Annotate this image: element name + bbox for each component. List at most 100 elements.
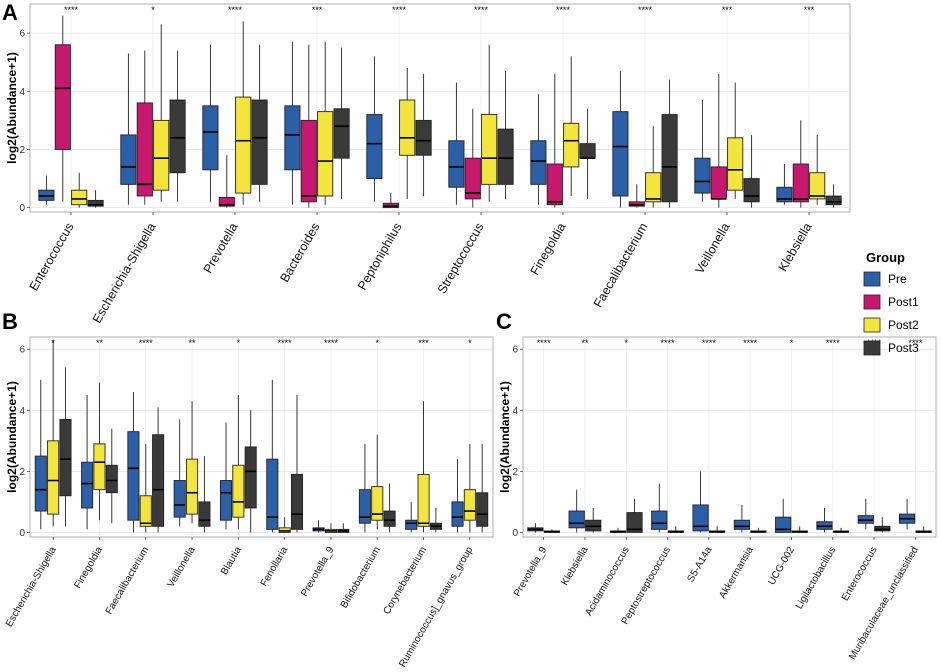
legend-label-post2: Post2 [888, 318, 919, 332]
panel-b-escherichia-shigella-post3-box [59, 418, 72, 497]
panel-a-streptococcus-post2-box [481, 114, 498, 185]
panel-a-tick-label-y-2: 2 [19, 145, 25, 156]
panel-c-prevotella-9-significance: **** [537, 338, 552, 348]
panel-a-klebsiella-post2-box [809, 172, 826, 200]
panel-a-enterococcus-category-label: Enterococcus [27, 221, 77, 294]
panel-a-bacteroides-post1-box [300, 119, 317, 203]
panel-a-enterococcus-post1-box [54, 44, 71, 150]
panel-a-enterococcus-significance: **** [64, 5, 79, 15]
panel-a-finegoldia-post3-box [579, 143, 596, 159]
panel-b-corynebacterium-post2-box [417, 473, 430, 527]
panel-b-corynebacterium-category-label: Corynebacterium [382, 545, 430, 616]
panel-c-s5-a14a-category-label: S5-A14a [685, 545, 714, 585]
panel-a-peptoniphilus-category-label: Peptoniphilus [355, 221, 405, 293]
panel-c-klebsiella-pre-box [568, 510, 585, 529]
panel-a-faecalibacterium-pre-box [612, 111, 629, 197]
panel-letter-c: C [496, 309, 512, 334]
panel-c-peptostreptococcus-significance: **** [661, 338, 676, 348]
panel-b-tick-label-y-0: 0 [19, 528, 25, 539]
panel-a-veillonella-post3-box [743, 178, 760, 203]
panel-b-veillonella-pre-box [173, 480, 186, 518]
panel-c-s5-a14a-significance: **** [702, 338, 717, 348]
panel-a-enterococcus-post2-box [71, 189, 88, 206]
panel-c-acidaminococcus-category-label: Acidaminococcus [583, 545, 631, 618]
panel-b-finegoldia-post2-box [93, 443, 106, 491]
panel-a-enterococcus-post3-box [87, 199, 104, 207]
panel-b-blautia-category-label: Blautia [219, 545, 244, 577]
panel-c-y-axis-label: log2(Abundance+1) [498, 381, 512, 493]
panel-b-chart: 0 2 4 6 log2(Abundance+1) * Escherichia-Shigel… [4, 336, 494, 669]
panel-c-prevotella-9-category-label: Prevotella_9 [512, 545, 550, 599]
panel-a-veillonella-category-label: Veillonella [692, 220, 732, 276]
panel-a-veillonella-post1-box [710, 166, 727, 200]
panel-a-finegoldia-category-label: Finegoldia [528, 220, 569, 277]
panel-c-tick-label-y-0: 0 [512, 528, 518, 539]
panel-b-ruminococcus-gnavus-group-pre-box [451, 501, 464, 527]
panel-b-faecalibacterium-post3-box [152, 434, 165, 527]
panel-c-tick-label-y-2: 2 [512, 467, 518, 478]
legend: Group Pre Post1 Post2 Post3 [863, 250, 919, 356]
legend-label-post1: Post1 [888, 295, 919, 309]
panel-a-klebsiella-post1-box [792, 163, 809, 203]
panel-a-faecalibacterium-post3-box [661, 114, 678, 203]
panel-b-veillonella-post3-box [198, 501, 211, 527]
panel-c-chart: 0246log2(Abundance+1)****Prevotella_9**K… [498, 336, 937, 662]
panel-a-peptoniphilus-post3-box [415, 119, 432, 156]
panel-a-streptococcus-post3-box [497, 128, 514, 185]
panel-c-acidaminococcus-post3-box [626, 512, 643, 533]
legend-swatch-post1 [863, 294, 881, 310]
panel-a-finegoldia-significance: **** [556, 5, 571, 15]
panel-a-escherichia-shigella-post1-box [136, 102, 153, 197]
panel-a-escherichia-shigella-post2-box [153, 119, 170, 191]
panel-c-akkermansia-category-label: Akkermansia [717, 545, 756, 601]
panel-c-ucg-002-category-label: UCG-002 [766, 545, 797, 587]
panel-letter-a: A [2, 0, 18, 25]
panel-c-akkermansia-significance: **** [743, 338, 758, 348]
panel-a-prevotella-post2-box [235, 96, 252, 194]
panel-a-streptococcus-post1-box [464, 157, 481, 200]
panel-a-chart: 0 2 4 6 log2(Abundance+1) **** Enterococcus * Es… [5, 3, 851, 326]
panel-a-klebsiella-category-label: Klebsiella [776, 220, 815, 273]
panel-a-finegoldia-post2-box [563, 122, 580, 168]
panel-a-escherichia-shigella-post3-box [169, 99, 186, 174]
panel-b-bifidobacterium-pre-box [358, 489, 371, 524]
panel-b-veillonella-significance: ** [189, 338, 197, 348]
legend-label-pre: Pre [888, 272, 907, 286]
panel-b-tick-label-y-6: 6 [19, 345, 25, 356]
panel-b-blautia-pre-box [219, 480, 233, 521]
panel-a-peptoniphilus-post2-box [399, 99, 416, 156]
panel-b-finegoldia-post3-box [105, 464, 118, 494]
panel-a-peptoniphilus-pre-box [366, 114, 383, 179]
panel-a-bacteroides-post3-box [333, 108, 350, 159]
panel-c-muribaculaceae-unclassified-category-label: Muribaculaceae_unclassified [847, 545, 921, 662]
panel-b-corynebacterium-pre-box [405, 519, 418, 530]
panel-a-prevotella-category-label: Prevotella [201, 220, 241, 275]
panel-c-tick-label-y-6: 6 [512, 345, 518, 356]
panel-a-faecalibacterium-category-label: Faecalibacterium [591, 221, 651, 310]
panel-b-fenollaria-post3-box [290, 473, 304, 530]
panel-a-escherichia-shigella-category-label: Escherichia-Shigella [90, 220, 159, 325]
panel-b-bifidobacterium-significance: * [375, 338, 379, 348]
panel-b-veillonella-category-label: Veillonella [166, 545, 198, 590]
panel-b-tick-label-y-4: 4 [19, 406, 25, 417]
panel-a-escherichia-shigella-pre-box [120, 134, 137, 185]
panel-b-ruminococcus-gnavus-group-significance: * [468, 338, 472, 348]
panel-b-escherichia-shigella-post2-box [47, 440, 60, 515]
panel-a-tick-label-y-4: 4 [19, 87, 25, 98]
panel-a-finegoldia-post1-box [546, 163, 563, 206]
panel-a-bacteroides-category-label: Bacteroides [277, 221, 322, 285]
panel-b-finegoldia-pre-box [81, 461, 94, 509]
panel-c-ucg-002-significance: * [790, 338, 794, 348]
panel-c-tick-label-y-4: 4 [512, 406, 518, 417]
panel-b-blautia-post3-box [244, 446, 257, 509]
panel-a-tick-label-y-6: 6 [19, 29, 25, 40]
panel-b-prevotella-9-significance: **** [324, 338, 339, 348]
panel-b-fenollaria-pre-box [266, 458, 279, 530]
panel-b-tick-label-y-2: 2 [19, 467, 25, 478]
panel-b-escherichia-shigella-significance: * [51, 338, 55, 348]
panel-a-escherichia-shigella-significance: * [151, 5, 155, 15]
panel-letter-b: B [2, 309, 18, 334]
panel-b-blautia-post2-box [232, 464, 245, 518]
panel-a-bacteroides-pre-box [284, 105, 301, 171]
panel-b-plot-area [29, 336, 494, 538]
